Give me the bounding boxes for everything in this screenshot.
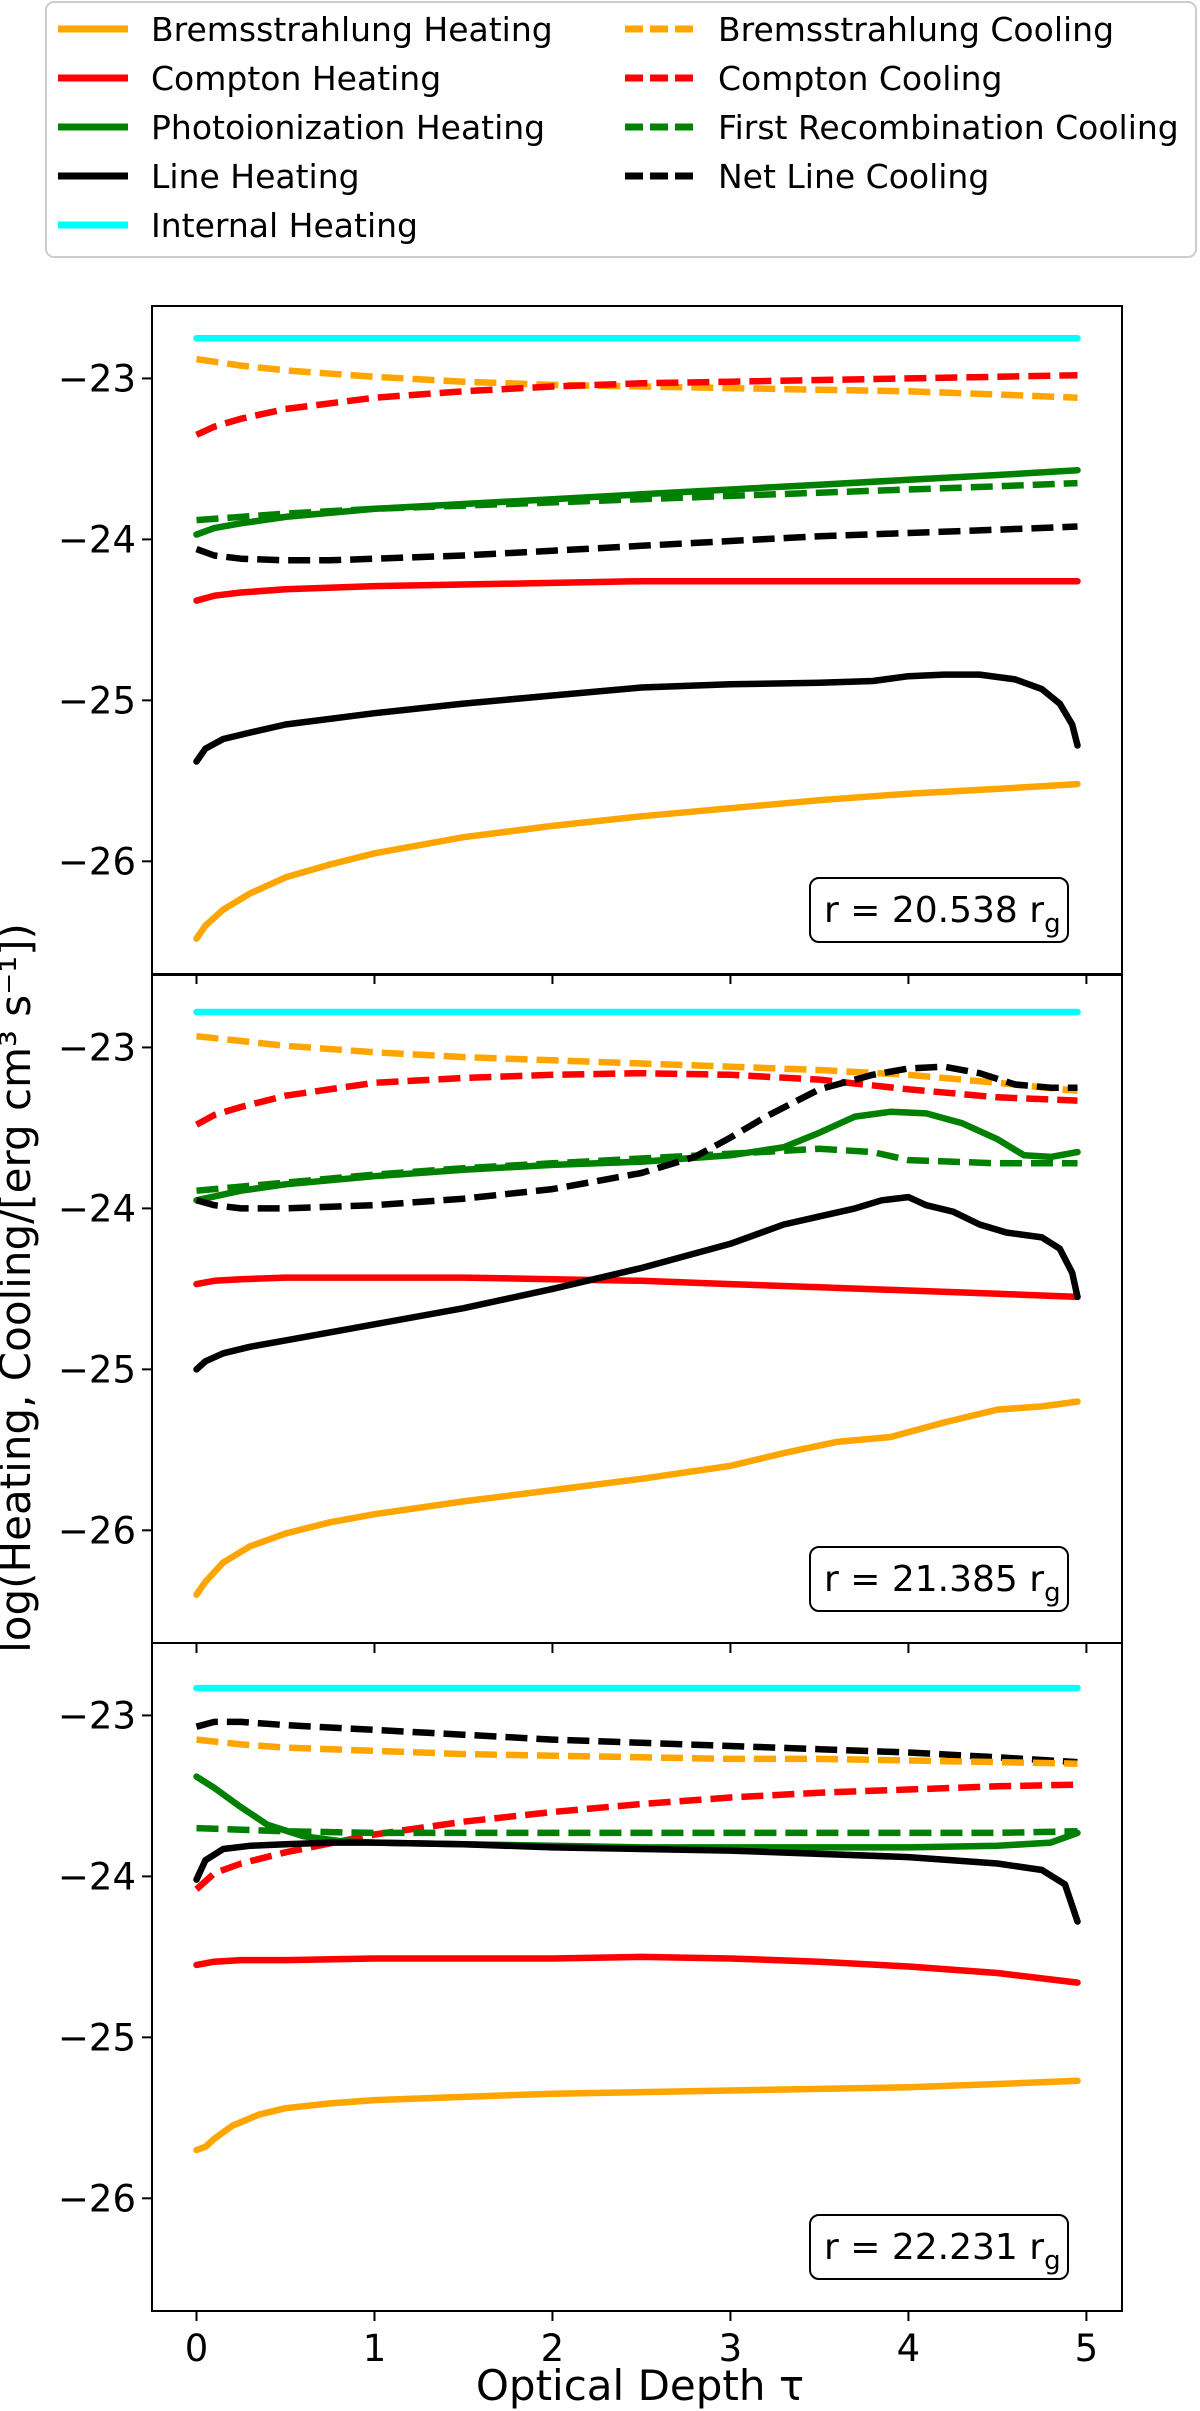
legend-label: Net Line Cooling bbox=[718, 157, 989, 196]
legend-label: Compton Cooling bbox=[718, 59, 1002, 98]
x-axis-title: Optical Depth τ bbox=[476, 2361, 804, 2410]
y-tick-label: −24 bbox=[58, 518, 136, 561]
legend-entry-photoionization-heating: Photoionization Heating bbox=[58, 108, 545, 147]
series-first-recombination-cooling bbox=[196, 1145, 1078, 1194]
annotation-subscript: g bbox=[1044, 1578, 1061, 1608]
series-compton-heating bbox=[193, 577, 1081, 604]
y-tick-label: −25 bbox=[58, 2016, 136, 2059]
series-compton-cooling bbox=[195, 371, 1078, 438]
y-tick-label: −26 bbox=[58, 840, 136, 883]
series-bremsstrahlung-heating bbox=[193, 780, 1081, 942]
series-compton-heating bbox=[193, 1274, 1081, 1301]
legend-entries: Bremsstrahlung Heating Compton Heating Pho… bbox=[58, 10, 1179, 245]
legend-entry-line-heating: Line Heating bbox=[58, 157, 360, 196]
legend: Bremsstrahlung Heating Compton Heating Pho… bbox=[45, 1, 1197, 258]
legend-entry-compton-cooling: Compton Cooling bbox=[625, 59, 1002, 98]
panel-series bbox=[193, 1684, 1081, 2154]
legend-entry-net-line-cooling: Net Line Cooling bbox=[625, 157, 989, 196]
legend-label: Compton Heating bbox=[151, 59, 441, 98]
series-line-heating bbox=[193, 671, 1081, 765]
panel-3: −23 −24 −25 −26 0 1 2 3 4 5 r = 22.231 rg bbox=[58, 1642, 1123, 2370]
x-tick-label: 4 bbox=[897, 2327, 921, 2370]
series-first-recombination-cooling bbox=[196, 479, 1078, 524]
panel-2: −23 −24 −25 −26 r = 21.385 rg bbox=[58, 974, 1123, 1653]
legend-label: Photoionization Heating bbox=[151, 108, 545, 147]
series-line-heating bbox=[193, 1193, 1081, 1373]
annotation-subscript: g bbox=[1044, 909, 1061, 939]
annotation-box bbox=[809, 1546, 1069, 1612]
annotation-text: r = 20.538 rg bbox=[824, 890, 1061, 939]
y-tick-label: −25 bbox=[58, 679, 136, 722]
y-tick-label: −24 bbox=[58, 1187, 136, 1230]
legend-entry-bremsstrahlung-heating: Bremsstrahlung Heating bbox=[58, 10, 553, 49]
series-compton-cooling bbox=[194, 1781, 1078, 1892]
legend-entry-compton-heating: Compton Heating bbox=[58, 59, 441, 98]
legend-label: Line Heating bbox=[151, 157, 360, 196]
series-net-line-cooling bbox=[195, 523, 1078, 564]
annotation-subscript: g bbox=[1044, 2246, 1061, 2276]
annotation-box bbox=[809, 2214, 1069, 2280]
series-bremsstrahlung-cooling bbox=[196, 1032, 1078, 1095]
legend-label: Bremsstrahlung Cooling bbox=[718, 10, 1114, 49]
legend-label: Internal Heating bbox=[151, 206, 418, 245]
radius-annotation: r = 21.385 rg bbox=[809, 1546, 1069, 1612]
radius-annotation: r = 22.231 rg bbox=[809, 2214, 1069, 2280]
x-tick-label: 1 bbox=[363, 2327, 387, 2370]
legend-entry-bremsstrahlung-cooling: Bremsstrahlung Cooling bbox=[625, 10, 1114, 49]
series-bremsstrahlung-cooling bbox=[196, 1736, 1078, 1767]
x-tick-label: 5 bbox=[1075, 2327, 1099, 2370]
panel-frame bbox=[151, 1642, 1123, 2312]
series-compton-cooling bbox=[194, 1069, 1078, 1128]
y-axis-title: log(Heating, Cooling/[erg cm³ s⁻¹]) bbox=[0, 923, 40, 1653]
annotation-main: r = 20.538 r bbox=[824, 890, 1044, 931]
annotation-text: r = 21.385 rg bbox=[824, 1559, 1061, 1608]
y-tick-label: −23 bbox=[58, 357, 136, 400]
series-net-line-cooling bbox=[195, 1063, 1078, 1212]
annotation-main: r = 21.385 r bbox=[824, 1559, 1044, 1600]
legend-label: Bremsstrahlung Heating bbox=[151, 10, 553, 49]
annotation-text: r = 22.231 rg bbox=[824, 2227, 1061, 2276]
legend-label: First Recombination Cooling bbox=[718, 108, 1179, 147]
radius-annotation: r = 20.538 rg bbox=[809, 877, 1069, 943]
series-bremsstrahlung-heating bbox=[193, 1398, 1081, 1598]
x-tick-label: 2 bbox=[541, 2327, 565, 2370]
y-tick-label: −26 bbox=[58, 2177, 136, 2220]
y-tick-label: −25 bbox=[58, 1348, 136, 1391]
panel-series bbox=[193, 334, 1081, 942]
annotation-box bbox=[809, 877, 1069, 943]
y-tick-label: −23 bbox=[58, 1026, 136, 1069]
y-tick-label: −26 bbox=[58, 1509, 136, 1552]
legend-frame bbox=[45, 1, 1197, 258]
series-compton-heating bbox=[193, 1953, 1081, 1986]
series-bremsstrahlung-cooling bbox=[196, 355, 1078, 401]
chart-panels: −23−24−25−26r = 20.538 rg−23−24−25−26r =… bbox=[58, 305, 1123, 2370]
series-bremsstrahlung-heating bbox=[193, 2077, 1081, 2154]
y-tick-label: −23 bbox=[58, 1694, 136, 1737]
series-first-recombination-cooling bbox=[196, 1824, 1078, 1837]
series-net-line-cooling bbox=[195, 1718, 1078, 1766]
panel-1: −23 −24 −25 −26 r = 20.538 rg bbox=[58, 305, 1123, 984]
x-tick-label: 0 bbox=[185, 2327, 209, 2370]
panel-series bbox=[193, 1008, 1081, 1598]
y-tick-label: −24 bbox=[58, 1855, 136, 1898]
legend-entry-internal-heating: Internal Heating bbox=[58, 206, 418, 245]
annotation-main: r = 22.231 r bbox=[824, 2227, 1044, 2268]
legend-entry-first-recombination-cooling: First Recombination Cooling bbox=[625, 108, 1179, 147]
x-tick-label: 3 bbox=[719, 2327, 743, 2370]
series-line-heating bbox=[193, 1839, 1081, 1925]
